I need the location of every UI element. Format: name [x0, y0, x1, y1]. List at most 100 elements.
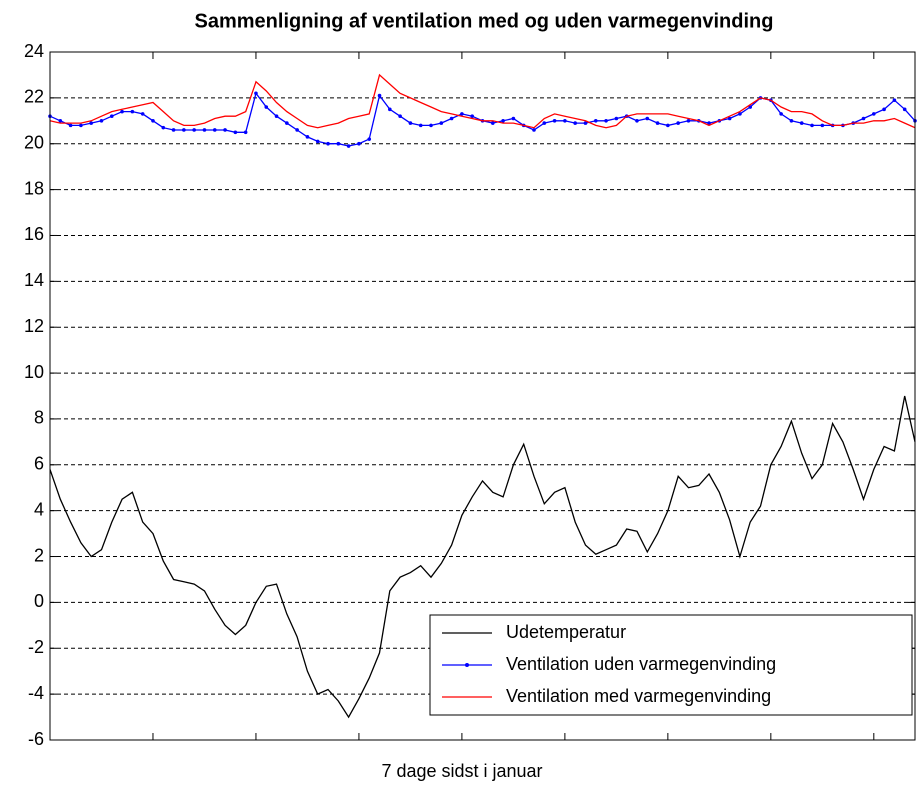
series-marker [202, 128, 207, 132]
series-marker [655, 121, 660, 125]
legend-box [429, 614, 913, 716]
legend-label: Udetemperatur [506, 622, 626, 642]
series-marker [408, 121, 413, 125]
series-marker [872, 112, 876, 116]
series-marker [593, 119, 598, 123]
series-marker [367, 137, 372, 141]
y-tick-label: -2 [28, 637, 44, 657]
series-marker [388, 107, 392, 112]
series-marker [254, 91, 258, 96]
series-marker [439, 121, 444, 125]
series-marker [738, 112, 742, 116]
series-marker [140, 112, 145, 116]
y-tick-label: 4 [34, 499, 44, 519]
series-marker [645, 116, 650, 121]
y-tick-label: 2 [34, 545, 44, 565]
series-marker [861, 116, 866, 121]
series-marker [109, 114, 114, 119]
series-marker [810, 123, 814, 128]
series-marker [779, 112, 783, 116]
y-tick-label: 16 [24, 224, 44, 244]
series-marker [727, 116, 732, 121]
legend-label: Ventilation med varmegenvinding [506, 686, 771, 706]
series-marker [99, 119, 104, 123]
series-marker [542, 121, 547, 125]
series-marker [501, 119, 505, 123]
series-marker [295, 128, 299, 132]
series-marker [305, 135, 310, 139]
series-marker [58, 119, 63, 123]
series-marker [604, 119, 608, 123]
series-marker [789, 119, 794, 123]
legend-label: Ventilation uden varmegenvinding [506, 654, 776, 674]
series-marker [161, 125, 166, 130]
y-tick-label: -6 [28, 729, 44, 749]
series-marker [892, 98, 897, 102]
x-axis-label: 7 dage sidst i januar [381, 761, 542, 781]
series-marker [233, 130, 238, 135]
series-marker [882, 107, 886, 112]
series-marker [511, 116, 516, 121]
series-marker [573, 121, 577, 125]
series-marker [563, 119, 567, 123]
y-tick-label: 0 [34, 591, 44, 611]
series-marker [686, 119, 691, 123]
series-marker [532, 128, 536, 132]
plot-border [49, 51, 916, 741]
series-marker [89, 121, 93, 125]
series-marker [151, 119, 155, 123]
series-marker [583, 121, 588, 125]
series-marker [264, 105, 269, 109]
series-marker [315, 139, 320, 144]
series-marker [243, 130, 248, 135]
series-marker [418, 123, 423, 128]
y-tick-label: 18 [24, 178, 44, 198]
y-tick-label: 22 [24, 87, 44, 107]
series-marker [79, 123, 83, 128]
series-marker [377, 93, 382, 98]
y-tick-label: 12 [24, 316, 44, 336]
series-marker [635, 119, 639, 123]
series-marker [490, 121, 495, 125]
series-marker [192, 128, 196, 132]
series-line [49, 73, 916, 129]
series-marker [799, 121, 804, 125]
series-marker [429, 123, 433, 128]
y-tick-label: 24 [24, 41, 44, 61]
series-marker [130, 109, 135, 114]
series-marker [707, 121, 711, 125]
series-marker [336, 141, 341, 146]
series-marker [748, 105, 753, 109]
series-marker [212, 128, 217, 132]
series-marker [223, 128, 227, 132]
series-marker [902, 107, 907, 112]
y-tick-label: 14 [24, 270, 44, 290]
series-marker [274, 114, 279, 119]
series-marker [470, 114, 475, 119]
series-marker [285, 121, 289, 125]
chart-title: Sammenligning af ventilation med og uden… [195, 10, 774, 32]
series-marker [171, 128, 176, 132]
y-tick-label: 6 [34, 454, 44, 474]
y-tick-label: 8 [34, 408, 44, 428]
y-tick-label: -4 [28, 683, 44, 703]
series-marker [820, 123, 825, 128]
series-marker [326, 141, 330, 146]
legend-marker [465, 663, 469, 667]
series-marker [68, 123, 73, 128]
series-marker [552, 119, 557, 123]
series-marker [346, 144, 351, 148]
series-marker [460, 112, 464, 116]
series-marker [357, 141, 361, 146]
series-marker [120, 109, 124, 114]
y-tick-label: 20 [24, 132, 44, 152]
series-marker [398, 114, 402, 119]
y-tick-label: 10 [24, 362, 44, 382]
series-marker [676, 121, 680, 125]
series-marker [666, 123, 670, 128]
series-marker [614, 116, 619, 121]
series-marker [182, 128, 186, 132]
series-line [49, 395, 916, 719]
series-marker [449, 116, 454, 121]
